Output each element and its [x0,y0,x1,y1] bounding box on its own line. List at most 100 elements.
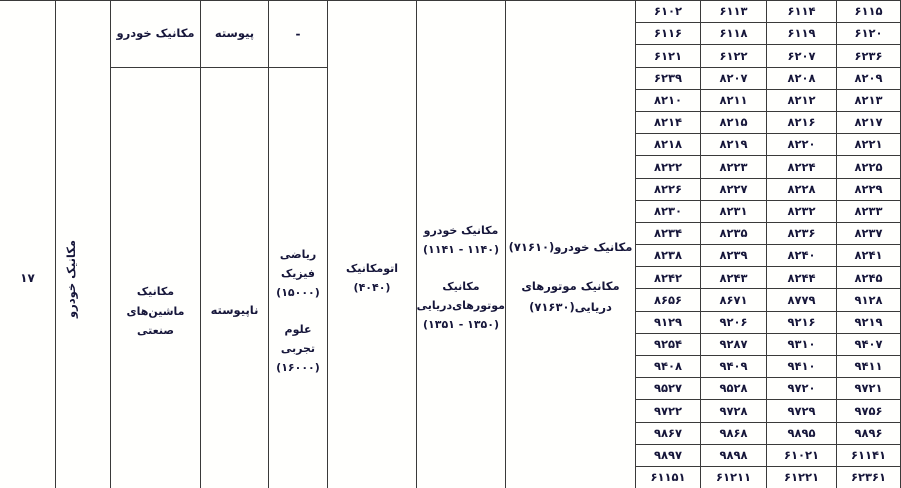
skill-field-cell: مکانیک خودرو (۱۱۴۰ - ۱۱۴۱) مکانیک موتوره… [416,0,506,488]
vertical-group-label-cell: مکانیک خودرو [55,0,111,488]
table-row: ۹۴۱۱ ۹۴۱۰ ۹۴۰۹ ۹۴۰۸ [0,354,901,379]
code-cell: ۸۲۱۷ [836,110,901,135]
table-row: ۸۲۲۵ ۸۲۲۴ ۸۲۲۳ ۸۲۲۲ [0,155,901,179]
code-cell: ۹۲۵۴ [635,332,701,357]
code-cell: ۶۱۱۶ [635,22,701,46]
code-cell: ۹۴۰۷ [836,332,901,357]
code-cell: ۸۲۴۲ [635,266,701,290]
code-cell: ۹۴۰۹ [700,354,767,379]
code-cell: ۸۲۱۶ [766,110,837,135]
code-cell: ۹۲۱۶ [766,310,837,334]
table-row: ۶۱۱۴۱ ۶۱۰۲۱ ۹۸۹۸ ۹۸۹۷ [0,443,901,467]
code-cell: ۸۲۴۵ [836,266,901,290]
theory-dash-cell: - [268,0,328,68]
code-cell: ۶۲۳۶ [836,44,901,68]
code-cell: ۶۱۲۱ [635,44,701,68]
table-row: ۸۲۱۳ ۸۲۱۲ ۸۲۱۱ ۸۲۱۰ [0,88,901,112]
continuity-top-cell: پیوسته [200,0,269,68]
table-row: ۸۲۳۷ ۸۲۳۶ ۸۲۳۵ ۸۲۳۴ [0,221,901,246]
table-row: ۸۲۰۹ ۸۲۰۸ ۸۲۰۷ ۶۲۳۹ ریاضی فیزیک (۱۵۰۰۰) … [0,66,901,488]
code-cell: ۸۲۲۴ [766,155,837,179]
code-cell: ۶۱۱۸ [700,22,767,46]
code-cell: ۹۷۲۹ [766,399,837,423]
table-row: ۸۲۴۵ ۸۲۴۴ ۸۲۴۳ ۸۲۴۲ [0,266,901,290]
skill-line-5: (۱۳۵۰ - ۱۳۵۱) [422,318,499,332]
code-cell: ۹۴۱۰ [766,354,837,379]
code-cell: ۸۲۳۶ [766,221,837,246]
row-number-cell: ۱۷ [0,0,56,488]
code-cell: ۸۶۵۶ [635,288,701,312]
branch-field-cell: اتومکانیک (۴۰۴۰) [327,0,417,488]
code-cell: ۶۱۰۲ [635,0,701,24]
code-cell: ۸۲۳۱ [700,199,767,223]
table-row: ۶۱۲۰ ۶۱۱۹ ۶۱۱۸ ۶۱۱۶ [0,22,901,46]
code-cell: ۸۲۴۱ [836,244,901,268]
code-cell: ۹۴۱۱ [836,354,901,379]
code-cell: ۶۱۲۱۱ [700,465,767,488]
table-row: ۸۲۳۳ ۸۲۳۲ ۸۲۳۱ ۸۲۳۰ [0,199,901,223]
code-cell: ۸۲۲۹ [836,177,901,201]
code-cell: ۸۲۴۰ [766,244,837,268]
code-cell: ۹۵۲۸ [700,377,767,401]
table-row: ۹۷۵۶ ۹۷۲۹ ۹۷۲۸ ۹۷۲۲ [0,399,901,423]
table-row: ۸۲۲۹ ۸۲۲۸ ۸۲۲۷ ۸۲۲۶ [0,177,901,201]
code-cell: ۸۲۲۳ [700,155,767,179]
code-cell: ۸۲۰۹ [836,66,901,90]
table-row: ۸۲۴۱ ۸۲۴۰ ۸۲۳۹ ۸۲۳۸ [0,244,901,268]
skill-line-3: مکانیک [442,279,480,293]
theory-line-4: علوم [284,322,312,336]
code-cell: ۹۲۸۷ [700,332,767,357]
code-cell: ۸۲۱۹ [700,133,767,157]
code-cell: ۸۲۲۸ [766,177,837,201]
vertical-group-label: مکانیک خودرو [63,240,78,319]
code-cell: ۹۷۲۸ [700,399,767,423]
code-cell: ۸۲۳۲ [766,199,837,223]
code-cell: ۹۸۶۸ [700,421,767,445]
code-cell: ۹۷۲۱ [836,377,901,401]
code-cell: ۶۱۱۴۱ [836,443,901,467]
field-bottom-cell: مکانیک ماشین‌های صنعتی [110,66,201,488]
code-cell: ۸۲۱۴ [635,110,701,135]
code-cell: ۶۱۱۴ [766,0,837,24]
code-cell: ۶۱۱۵ [836,0,901,24]
code-cell: ۶۱۰۲۱ [766,443,837,467]
theory-line-5: تجربی [280,341,316,355]
table-row: ۹۸۹۶ ۹۸۹۵ ۹۸۶۸ ۹۸۶۷ [0,421,901,445]
code-cell: ۸۲۲۶ [635,177,701,201]
code-cell: ۸۲۳۵ [700,221,767,246]
code-cell: ۸۲۰۷ [700,66,767,90]
code-cell: ۸۲۱۱ [700,88,767,112]
code-cell: ۹۲۱۹ [836,310,901,334]
field-top-cell: مکانیک خودرو [110,0,201,68]
skill-line-1: مکانیک خودرو [423,224,499,238]
field-bottom-line-3: صنعتی [137,323,174,337]
table-row: ۹۴۰۷ ۹۳۱۰ ۹۲۸۷ ۹۲۵۴ [0,332,901,357]
diploma-spacer [507,259,635,276]
code-cell: ۸۲۳۷ [836,221,901,246]
diploma-line-1: مکانیک خودرو(۷۱۶۱۰) [508,240,633,255]
code-cell: ۸۲۳۹ [700,244,767,268]
code-cell: ۸۲۱۳ [836,88,901,112]
code-cell: ۸۶۷۱ [700,288,767,312]
code-cell: ۹۱۲۸ [836,288,901,312]
code-cell: ۸۲۲۷ [700,177,767,201]
table-row: ۶۲۳۶ ۶۲۰۷ ۶۱۲۲ ۶۱۲۱ [0,44,901,68]
theory-field-cell: ریاضی فیزیک (۱۵۰۰۰) علوم تجربی (۱۶۰۰۰) [268,66,328,488]
code-cell: ۹۷۵۶ [836,399,901,423]
diploma-line-3: دریایی(۷۱۶۳۰) [529,299,612,314]
table-row: ۶۲۳۶۱ ۶۱۲۲۱ ۶۱۲۱۱ ۶۱۱۵۱ [0,465,901,488]
code-cell: ۹۷۲۰ [766,377,837,401]
code-cell: ۸۲۱۰ [635,88,701,112]
code-cell: ۸۲۱۲ [766,88,837,112]
code-cell: ۸۲۴۴ [766,266,837,290]
branch-line-2: (۴۰۴۰) [353,280,391,294]
code-cell: ۸۲۱۵ [700,110,767,135]
code-cell: ۶۲۰۷ [766,44,837,68]
field-bottom-line-1: مکانیک [136,285,175,299]
code-cell: ۹۸۹۶ [836,421,901,445]
code-cell: ۸۲۳۳ [836,199,901,223]
skill-spacer [418,260,505,277]
code-cell: ۹۸۶۷ [635,421,701,445]
